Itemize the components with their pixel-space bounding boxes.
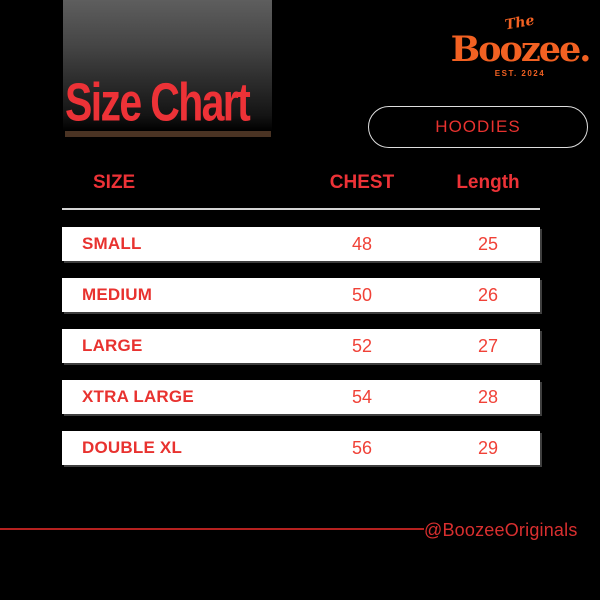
category-pill: HOODIES: [368, 106, 588, 148]
chest-cell: 50: [351, 284, 373, 305]
table-row: DOUBLE XL 56 29: [62, 431, 540, 465]
footer-divider-line: [0, 528, 424, 530]
length-cell: 27: [477, 335, 499, 356]
table-row: SMALL 48 25: [62, 227, 540, 261]
length-cell: 28: [477, 386, 499, 407]
brand-logo: The Boozee. EST. 2024: [450, 13, 592, 78]
brand-logo-est: EST. 2024: [494, 69, 546, 78]
chest-cell: 56: [351, 437, 373, 458]
column-header-chest: CHEST: [329, 172, 395, 193]
page-title: Size Chart: [65, 71, 251, 133]
table-row: XTRA LARGE 54 28: [62, 380, 540, 414]
length-cell: 26: [477, 284, 499, 305]
column-header-size: SIZE: [93, 172, 136, 193]
size-cell: SMALL: [82, 234, 142, 253]
category-pill-label: HOODIES: [435, 117, 521, 136]
table-row: MEDIUM 50 26: [62, 278, 540, 312]
chest-cell: 48: [351, 233, 373, 254]
chest-cell: 54: [351, 386, 373, 407]
length-cell: 25: [477, 233, 499, 254]
size-cell: XTRA LARGE: [82, 387, 194, 406]
chest-cell: 52: [351, 335, 373, 356]
length-cell: 29: [477, 437, 499, 458]
size-cell: DOUBLE XL: [82, 438, 183, 457]
size-cell: LARGE: [82, 336, 143, 355]
title-panel: Size Chart: [63, 0, 272, 131]
table-row: LARGE 52 27: [62, 329, 540, 363]
column-header-length: Length: [456, 172, 520, 193]
social-handle: @BoozeeOriginals: [424, 520, 578, 540]
size-cell: MEDIUM: [82, 285, 153, 304]
title-underline: [65, 131, 271, 137]
brand-logo-name: Boozee.: [450, 29, 592, 70]
table-header-row: SIZE CHEST Length: [62, 172, 540, 210]
size-table: SIZE CHEST Length SMALL 48 25 MEDIUM 50 …: [62, 172, 540, 465]
